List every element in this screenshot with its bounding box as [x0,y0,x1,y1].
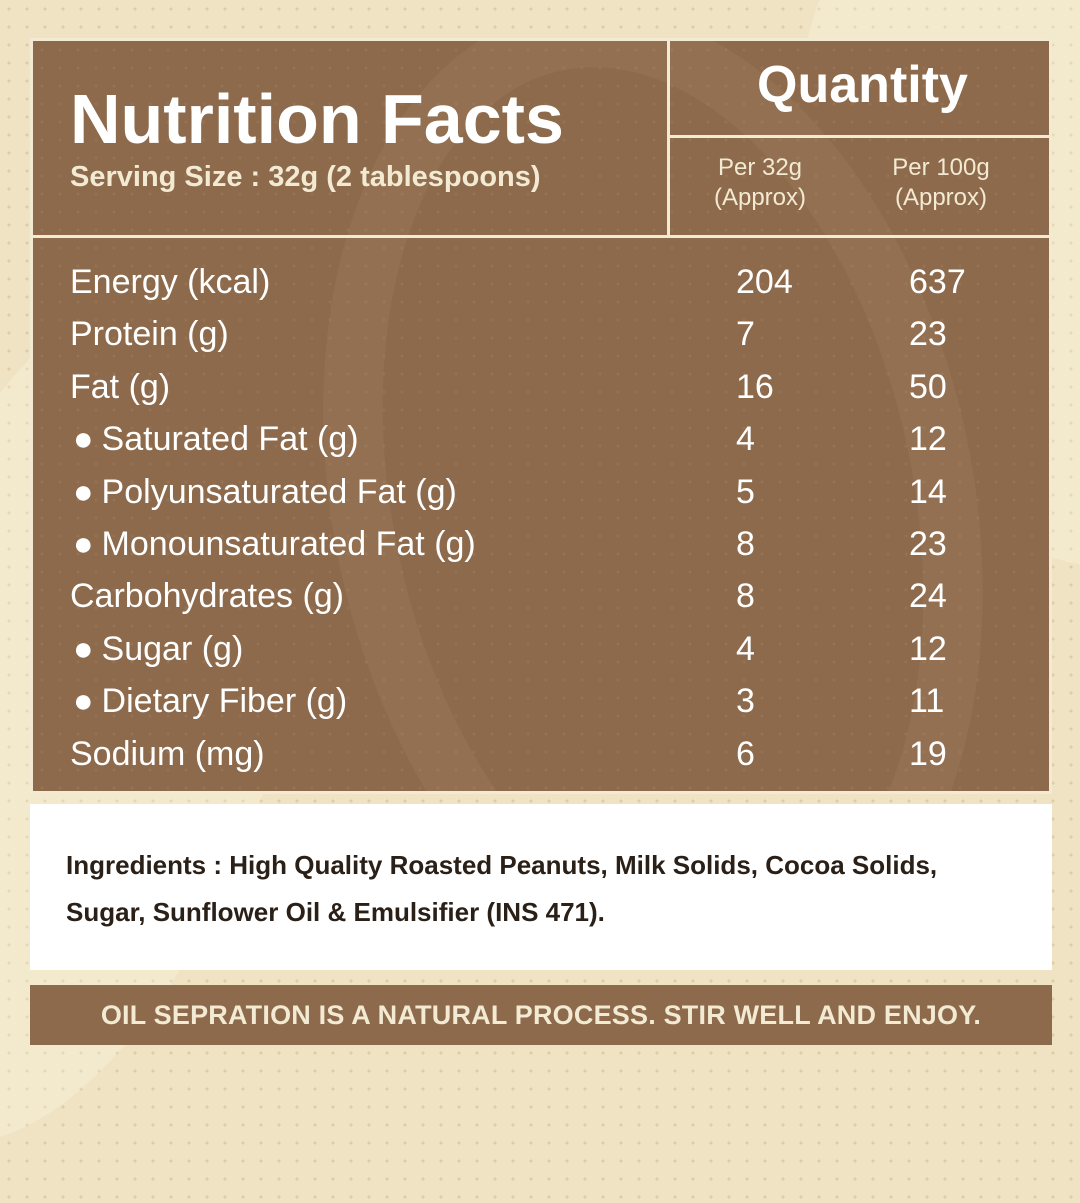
value-per-32g: 5 [736,472,755,511]
nutrient-label: Carbohydrates (g) [70,577,345,616]
nutrient-label-text: Dietary Fiber (g) [101,682,348,721]
value-per-32g: 8 [736,524,755,563]
nutrient-label: ● Dietary Fiber (g) [73,675,347,727]
nutrient-label: ● Monounsaturated Fat (g) [73,518,476,570]
bullet-icon: ● [73,420,94,459]
nutrient-label: Energy (kcal) [70,263,271,301]
nutrient-row-dietary-fiber: ● Dietary Fiber (g) 3 11 [33,675,1049,727]
nutrient-label: Protein (g) [70,315,229,354]
nutrient-row-energy: Energy (kcal) 204 637 [33,256,1049,308]
column-header-per-32g: Per 32g (Approx) [670,153,850,213]
nutrient-label: ● Polyunsaturated Fat (g) [73,466,457,518]
nutrient-row-polyunsaturated-fat: ● Polyunsaturated Fat (g) 5 14 [33,466,1049,518]
nutrient-row-monounsaturated-fat: ● Monounsaturated Fat (g) 8 23 [33,518,1049,570]
bullet-icon: ● [73,682,94,721]
value-per-32g: 3 [736,682,755,721]
column-header-line: Per 100g [892,154,990,181]
value-per-100g: 14 [909,472,947,511]
nutrient-row-carbohydrates: Carbohydrates (g) 8 24 [33,570,1049,622]
value-per-32g: 8 [736,577,755,616]
footer-banner: OIL SEPRATION IS A NATURAL PROCESS. STIR… [30,985,1052,1045]
nutrient-label: ● Sugar (g) [73,623,243,675]
value-per-100g: 50 [909,367,947,406]
value-per-32g: 4 [736,420,755,459]
nutrient-row-saturated-fat: ● Saturated Fat (g) 4 12 [33,413,1049,465]
nutrient-table: Energy (kcal) 204 637 Protein (g) 7 23 F… [33,256,1049,780]
value-per-32g: 4 [736,629,755,668]
value-per-100g: 23 [909,524,947,563]
nutrient-label-text: Sugar (g) [101,629,244,668]
nutrient-row-fat: Fat (g) 16 50 [33,361,1049,413]
quantity-divider [670,135,1049,138]
value-per-100g: 12 [909,420,947,459]
bullet-icon: ● [73,472,94,511]
column-header-per-100g: Per 100g (Approx) [851,153,1031,213]
column-header-line: (Approx) [894,184,988,211]
value-per-100g: 23 [909,315,947,354]
nutrient-label: Fat (g) [70,367,171,406]
column-header-line: (Approx) [713,184,807,211]
page-title: Nutrition Facts [70,80,564,158]
nutrient-row-sugar: ● Sugar (g) 4 12 [33,623,1049,675]
nutrient-label: Sodium (mg) [70,734,265,773]
value-per-32g: 6 [736,734,755,773]
value-per-32g: 204 [736,263,793,301]
ingredients-text: Ingredients : High Quality Roasted Peanu… [66,850,938,927]
serving-size: Serving Size : 32g (2 tablespoons) [70,161,541,193]
quantity-heading: Quantity [757,56,968,114]
value-per-100g: 637 [909,263,966,301]
nutrient-row-sodium: Sodium (mg) 6 19 [33,728,1049,780]
value-per-32g: 16 [736,367,774,406]
nutrient-label-text: Polyunsaturated Fat (g) [101,472,457,511]
ingredients-box: Ingredients : High Quality Roasted Peanu… [30,804,1052,970]
header-horizontal-divider [33,235,1049,238]
value-per-32g: 7 [736,315,755,354]
bullet-icon: ● [73,629,94,668]
nutrient-label-text: Saturated Fat (g) [101,420,359,459]
value-per-100g: 19 [909,734,947,773]
column-header-line: Per 32g [717,154,803,181]
nutrient-row-protein: Protein (g) 7 23 [33,308,1049,360]
header-vertical-divider [667,41,670,238]
nutrition-panel: Nutrition Facts Serving Size : 32g (2 ta… [30,38,1052,794]
value-per-100g: 12 [909,629,947,668]
nutrient-label-text: Monounsaturated Fat (g) [101,524,476,563]
value-per-100g: 24 [909,577,947,616]
nutrient-label: ● Saturated Fat (g) [73,413,359,465]
bullet-icon: ● [73,524,94,563]
value-per-100g: 11 [909,682,945,721]
